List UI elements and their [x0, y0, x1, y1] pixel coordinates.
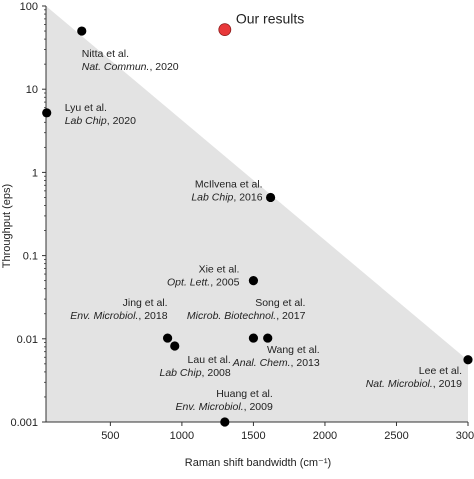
point-label-authors: Jing et al. [123, 297, 168, 309]
data-point [162, 333, 173, 343]
data-point [248, 333, 259, 343]
shaded-region-group [46, 6, 468, 422]
journal-name: Env. Microbiol. [176, 401, 244, 413]
point-label-authors: Lee et al. [419, 365, 462, 377]
point-label-journal: Nat. Commun., 2020 [82, 61, 179, 73]
journal-name: Nat. Commun. [82, 61, 150, 73]
x-tick-label: 2000 [313, 430, 337, 442]
point-label-authors: Wang et al. [267, 344, 320, 356]
y-tick-label: 10 [26, 84, 38, 96]
data-point [463, 355, 473, 365]
x-axis-title: Raman shift bandwidth (cm⁻¹) [185, 457, 331, 469]
highlight-point [218, 23, 232, 37]
point-label-journal: Env. Microbiol., 2018 [70, 310, 167, 322]
journal-year: , 2013 [291, 357, 320, 369]
point-label-authors: Huang et al. [216, 388, 273, 400]
x-tick-label: 1500 [241, 430, 265, 442]
shaded-region [46, 6, 468, 422]
journal-year: , 2008 [202, 367, 231, 379]
data-point [248, 276, 259, 286]
journal-name: Lab Chip [65, 115, 107, 127]
journal-name: Lab Chip [191, 191, 233, 203]
data-point [263, 333, 273, 343]
x-tick-label: 2500 [384, 430, 408, 442]
data-point [170, 341, 180, 351]
point-label-authors: Lyu et al. [65, 102, 107, 114]
journal-name: Nat. Microbiol. [366, 378, 433, 390]
y-tick-label: 0.1 [23, 251, 38, 263]
journal-year: , 2009 [244, 401, 273, 413]
point-label-journal: Anal. Chem., 2013 [232, 357, 320, 369]
points-group [42, 23, 473, 427]
y-tick-label: 0.01 [17, 334, 38, 346]
x-tick-label: 1000 [170, 430, 194, 442]
data-point [42, 108, 52, 118]
journal-name: Microb. Biotechnol. [187, 310, 276, 322]
data-point [77, 26, 87, 36]
point-label-authors: Lau et al. [188, 354, 231, 366]
point-label-journal: Lab Chip, 2008 [160, 367, 231, 379]
y-tick-label: 1 [32, 167, 38, 179]
point-label-authors: Nitta et al. [82, 48, 129, 60]
journal-year: , 2020 [107, 115, 136, 127]
journal-year: , 2005 [210, 277, 239, 289]
y-tick-label: 0.001 [10, 417, 38, 429]
axes-group [45, 6, 468, 423]
point-label-journal: Lab Chip, 2016 [191, 191, 262, 203]
journal-name: Anal. Chem. [232, 357, 291, 369]
journal-year: , 2019 [433, 378, 462, 390]
point-label-authors: Song et al. [255, 297, 305, 309]
point-label-journal: Microb. Biotechnol., 2017 [187, 310, 306, 322]
y-tick-label: 100 [20, 1, 38, 13]
point-label-authors: McIlvena et al. [195, 178, 263, 190]
journal-year: , 2017 [276, 310, 305, 322]
highlight-label: Our results [236, 11, 304, 27]
point-label-journal: Nat. Microbiol., 2019 [366, 378, 462, 390]
y-axis-title: Throughput (eps) [1, 184, 13, 268]
point-label-journal: Opt. Lett., 2005 [167, 277, 240, 289]
data-point [220, 417, 230, 427]
journal-year: , 2018 [138, 310, 167, 322]
point-label-journal: Lab Chip, 2020 [65, 115, 136, 127]
data-point [265, 192, 276, 203]
journal-name: Lab Chip [160, 367, 202, 379]
journal-year: , 2016 [233, 191, 262, 203]
journal-name: Env. Microbiol. [70, 310, 138, 322]
point-label-authors: Xie et al. [199, 264, 240, 276]
point-label-journal: Env. Microbiol., 2009 [176, 401, 273, 413]
journal-year: , 2020 [149, 61, 178, 73]
journal-name: Opt. Lett. [167, 277, 210, 289]
x-tick-label: 500 [101, 430, 119, 442]
